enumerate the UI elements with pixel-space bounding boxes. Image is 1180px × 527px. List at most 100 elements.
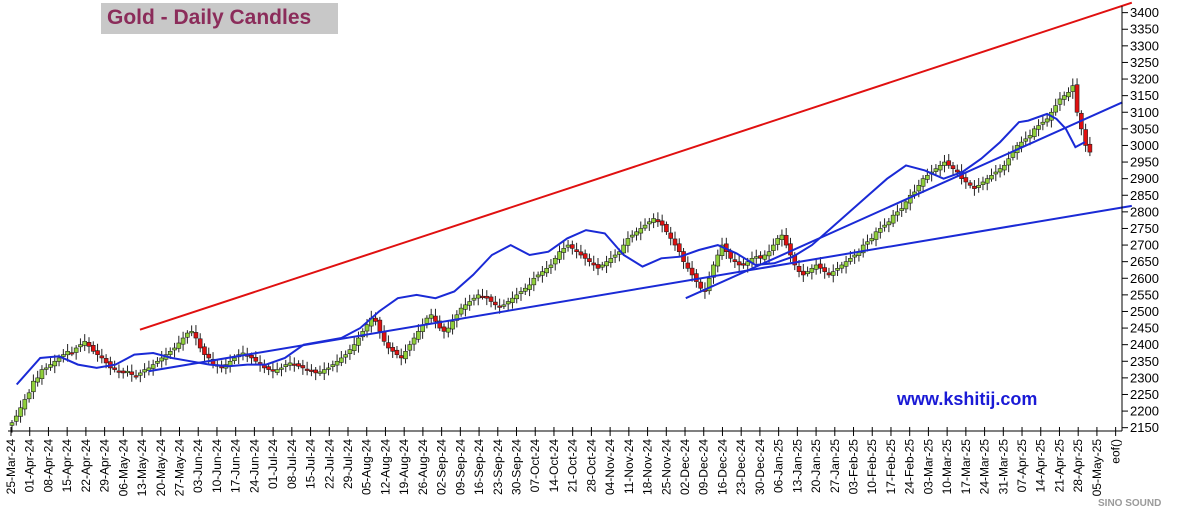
candle	[741, 258, 746, 269]
candle	[351, 337, 357, 356]
candle	[133, 369, 139, 380]
candle-body	[99, 355, 105, 359]
x-tick-label: 13-Jan-25	[790, 439, 804, 493]
candle	[527, 277, 532, 297]
candle	[475, 289, 481, 306]
x-tick-label: 03-Mar-25	[921, 439, 935, 495]
x-tick-label: 21-Apr-25	[1052, 439, 1066, 493]
x-tick-label: 14-Oct-24	[547, 439, 561, 493]
candle-body	[326, 367, 331, 370]
x-tick-label: 29-Jul-24	[341, 439, 355, 489]
candle	[1002, 160, 1007, 176]
candle-body	[561, 248, 567, 253]
candle-body	[1006, 158, 1011, 166]
candle	[510, 291, 515, 309]
x-tick-label: 03-Feb-25	[847, 439, 861, 495]
candle-body	[629, 234, 635, 238]
candle	[856, 248, 862, 262]
candle-body	[839, 264, 845, 269]
candle	[685, 256, 691, 272]
candle-body	[253, 357, 259, 362]
x-tick-label: 02-Sep-24	[435, 439, 449, 495]
candle-body	[540, 271, 545, 276]
candle	[403, 344, 408, 364]
candle-body	[433, 315, 438, 322]
candle-body	[1074, 84, 1080, 113]
candle	[138, 369, 143, 383]
candle	[634, 227, 639, 241]
candle	[386, 335, 391, 355]
candle-body	[206, 353, 212, 359]
candle	[1057, 92, 1063, 111]
x-tick-label: 07-Apr-25	[1015, 439, 1029, 493]
candle	[783, 228, 789, 249]
y-tick-label: 2350	[1130, 354, 1159, 369]
candle-body	[694, 273, 699, 282]
candle-body	[90, 345, 96, 352]
candle	[522, 283, 528, 296]
candle-body	[202, 346, 207, 355]
y-tick-label: 2400	[1130, 337, 1159, 352]
candle	[895, 204, 900, 222]
candle-body	[1061, 95, 1067, 100]
candle-body	[510, 297, 515, 303]
candle-body	[82, 341, 88, 346]
candle-body	[976, 184, 981, 188]
x-tick-label: 01-Jul-24	[266, 439, 280, 489]
candle	[1053, 98, 1058, 116]
candle	[967, 180, 973, 189]
candle-body	[292, 363, 297, 366]
x-tick-label: 28-Oct-24	[584, 439, 598, 493]
candle-body	[343, 354, 348, 358]
x-tick-label: 20-Jan-25	[809, 439, 823, 493]
title-background	[101, 3, 338, 34]
candle-body	[339, 357, 344, 363]
candle	[343, 350, 348, 364]
candle-body	[890, 214, 896, 224]
candle-body	[587, 258, 592, 262]
candle-body	[612, 254, 618, 258]
x-tick-label: 12-Aug-24	[378, 439, 392, 495]
candle-body	[1040, 121, 1046, 125]
candle	[381, 325, 387, 346]
candle	[647, 217, 652, 231]
candle	[1083, 123, 1088, 152]
candle-body	[129, 371, 135, 375]
candle-body	[13, 415, 19, 422]
candle	[193, 325, 199, 346]
candle	[270, 362, 276, 379]
candle-body	[595, 264, 601, 269]
candle-body	[745, 261, 751, 266]
candle	[608, 251, 614, 268]
candle-body	[818, 263, 823, 269]
x-axis: 25-Mar-24 01-Apr-24 08-Apr-24 15-Apr-24 22-A…	[4, 427, 1123, 496]
candle	[146, 360, 152, 376]
candle-body	[279, 367, 284, 370]
candle-body	[1027, 135, 1033, 139]
candle	[976, 178, 981, 193]
candle-body	[407, 344, 413, 351]
candle-body	[43, 367, 49, 370]
candle	[330, 360, 336, 372]
candle-body	[950, 165, 956, 169]
candle	[313, 366, 318, 381]
candle	[189, 325, 194, 337]
candle	[471, 294, 477, 306]
candle-body	[570, 244, 575, 249]
candle	[35, 370, 40, 387]
candle	[463, 297, 468, 317]
candle	[642, 218, 648, 231]
candle	[52, 354, 58, 374]
candle	[377, 316, 383, 339]
x-tick-label: 07-Oct-24	[528, 439, 542, 493]
candle	[552, 255, 558, 271]
candle	[753, 249, 759, 264]
candle	[317, 365, 323, 377]
candle-body	[287, 362, 293, 366]
candle-body	[356, 337, 361, 346]
candle	[172, 342, 177, 358]
candle-body	[180, 337, 186, 345]
candle	[240, 345, 246, 361]
candle-body	[330, 364, 336, 367]
